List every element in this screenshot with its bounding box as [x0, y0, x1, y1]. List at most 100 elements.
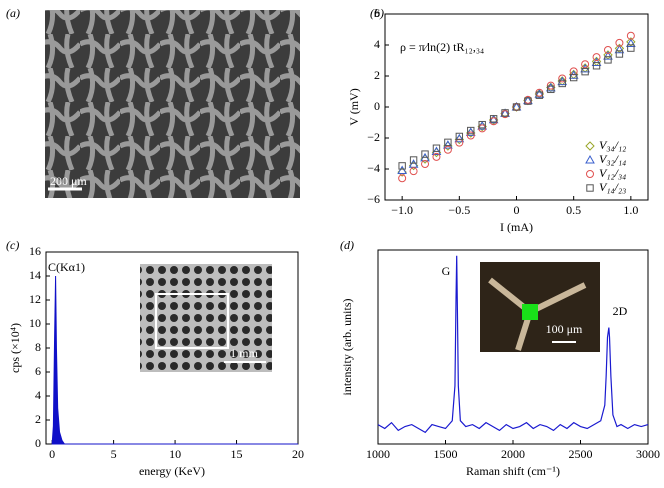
- marker: [466, 128, 476, 138]
- x-axis-label: Raman shift (cm⁻¹): [466, 464, 560, 478]
- x-tick-label: 1.0: [623, 203, 638, 217]
- marker: [591, 57, 602, 67]
- x-tick-label: −1.0: [391, 203, 413, 217]
- sem-image: [45, 10, 300, 198]
- annotation: 100 μm: [546, 322, 583, 336]
- legend-label: V₃₂/₁₄: [599, 152, 626, 166]
- panel-label: (b): [370, 6, 384, 20]
- y-tick-label: 10: [29, 316, 41, 330]
- panel-label: (a): [6, 6, 20, 20]
- y-tick-label: 8: [35, 340, 41, 354]
- marker: [443, 145, 452, 154]
- marker: [397, 165, 408, 175]
- x-axis-label: energy (KeV): [139, 464, 205, 478]
- marker: [477, 121, 487, 132]
- line: [377, 255, 649, 434]
- marker: [581, 60, 590, 69]
- legend-marker: [586, 170, 594, 178]
- laser-spot: [522, 304, 538, 320]
- y-tick-label: 14: [29, 268, 41, 282]
- marker: [409, 156, 418, 164]
- marker: [454, 134, 465, 145]
- y-tick-label: 2: [35, 412, 41, 426]
- marker: [421, 150, 429, 158]
- scale-bar-label: 200 μm: [50, 174, 87, 188]
- x-tick-label: 2500: [569, 447, 593, 461]
- marker: [603, 51, 613, 60]
- marker: [569, 73, 578, 82]
- marker: [524, 97, 532, 105]
- legend-marker: [585, 154, 595, 164]
- marker: [421, 160, 430, 169]
- x-tick-label: 1500: [434, 447, 458, 461]
- y-tick-label: −4: [367, 161, 380, 175]
- inset-box: [155, 293, 229, 349]
- y-tick-label: 16: [29, 244, 41, 258]
- marker: [627, 44, 635, 52]
- y-tick-label: 4: [374, 37, 380, 51]
- marker: [626, 31, 635, 40]
- marker: [581, 67, 589, 76]
- marker: [444, 138, 452, 147]
- marker: [398, 174, 407, 183]
- marker: [466, 131, 475, 140]
- x-tick-label: 10: [169, 447, 181, 461]
- marker: [398, 162, 406, 170]
- annotation: C(Kα1): [48, 260, 85, 274]
- marker: [625, 38, 636, 47]
- marker: [489, 115, 498, 123]
- y-axis-label: V (mV): [347, 88, 361, 125]
- x-tick-label: 0: [514, 203, 520, 217]
- y-tick-label: −2: [367, 130, 380, 144]
- marker: [569, 67, 578, 76]
- marker: [465, 127, 476, 136]
- panel-label: (c): [6, 238, 19, 252]
- marker: [603, 45, 612, 54]
- x-tick-label: 3000: [636, 447, 660, 461]
- x-tick-label: 0.5: [566, 203, 581, 217]
- marker: [455, 132, 464, 141]
- y-tick-label: 6: [374, 6, 380, 20]
- x-tick-label: 20: [292, 447, 304, 461]
- y-tick-label: −6: [367, 192, 380, 206]
- y-tick-label: 6: [35, 364, 41, 378]
- legend-label: V₁₄/₂₃: [599, 180, 626, 194]
- legend-marker: [586, 184, 594, 192]
- inset-image: [140, 264, 272, 372]
- legend-label: V₃₄/₁₂: [599, 138, 626, 152]
- x-tick-label: −0.5: [448, 203, 470, 217]
- marker: [592, 53, 601, 62]
- marker: [432, 152, 441, 161]
- x-tick-label: 15: [231, 447, 243, 461]
- annotation: G: [442, 264, 451, 278]
- marker: [626, 37, 636, 47]
- marker: [432, 144, 441, 152]
- marker: [534, 89, 545, 98]
- y-axis-label: cps (×10⁴): [8, 323, 22, 373]
- legend-marker: [585, 141, 595, 151]
- marker: [478, 124, 487, 133]
- y-tick-label: 4: [35, 388, 41, 402]
- annotation: 1 mm: [230, 346, 258, 360]
- x-tick-label: 0: [49, 447, 55, 461]
- marker: [488, 114, 499, 124]
- marker: [615, 50, 624, 58]
- marker: [454, 133, 465, 143]
- marker: [558, 74, 567, 83]
- marker: [467, 126, 475, 135]
- marker: [478, 120, 486, 129]
- marker: [558, 79, 566, 88]
- annotation: ρ = π⁄ln(2) tR₁₂,₃₄: [400, 40, 484, 54]
- y-tick-label: 2: [374, 68, 380, 82]
- y-tick-label: 12: [29, 292, 41, 306]
- x-tick-label: 2000: [501, 447, 525, 461]
- marker: [547, 85, 555, 94]
- marker: [545, 82, 556, 92]
- marker: [535, 91, 544, 99]
- x-tick-label: 1000: [366, 447, 390, 461]
- marker: [592, 62, 601, 70]
- marker: [614, 44, 625, 54]
- area: [51, 275, 298, 445]
- marker: [546, 81, 555, 90]
